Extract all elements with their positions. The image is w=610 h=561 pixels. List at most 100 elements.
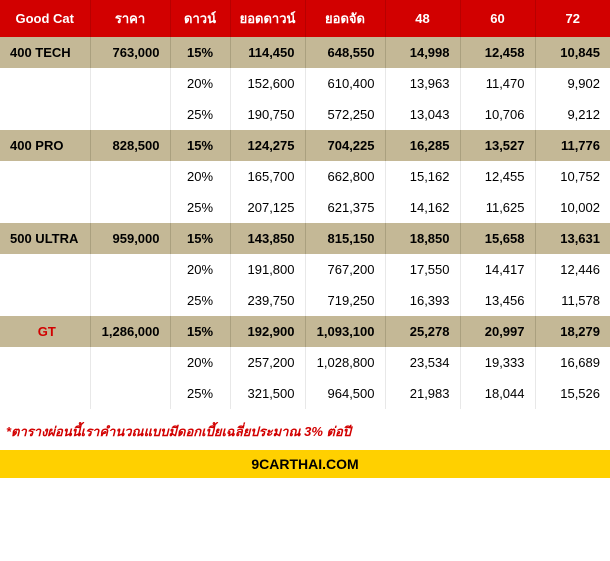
finance-amount: 704,225 (305, 130, 385, 161)
empty-cell (0, 99, 90, 130)
sub-row: 25%190,750572,25013,04310,7069,212 (0, 99, 610, 130)
pay-72: 13,631 (535, 223, 610, 254)
pay-60: 11,470 (460, 68, 535, 99)
model-price: 1,286,000 (90, 316, 170, 347)
down-pct: 15% (170, 316, 230, 347)
sub-row: 20%152,600610,40013,96311,4709,902 (0, 68, 610, 99)
empty-cell (0, 192, 90, 223)
empty-cell (0, 68, 90, 99)
finance-amount: 815,150 (305, 223, 385, 254)
empty-cell (90, 99, 170, 130)
model-name: 400 TECH (0, 37, 90, 68)
down-pct: 20% (170, 347, 230, 378)
note-text: *ตารางผ่อนนี้เราคำนวณแบบมีดอกเบี้ยเฉลี่ย… (0, 409, 610, 450)
pay-48: 21,983 (385, 378, 460, 409)
pay-72: 9,902 (535, 68, 610, 99)
finance-amount: 648,550 (305, 37, 385, 68)
down-pct: 20% (170, 68, 230, 99)
model-row: 400 PRO828,50015%124,275704,22516,28513,… (0, 130, 610, 161)
pay-48: 25,278 (385, 316, 460, 347)
model-name: 500 ULTRA (0, 223, 90, 254)
finance-table: Good Cat ราคา ดาวน์ ยอดดาวน์ ยอดจัด 48 6… (0, 0, 610, 409)
sub-row: 25%239,750719,25016,39313,45611,578 (0, 285, 610, 316)
down-pct: 15% (170, 37, 230, 68)
pay-72: 10,752 (535, 161, 610, 192)
pay-60: 12,458 (460, 37, 535, 68)
pay-60: 20,997 (460, 316, 535, 347)
sub-row: 25%207,125621,37514,16211,62510,002 (0, 192, 610, 223)
pay-60: 11,625 (460, 192, 535, 223)
down-amount: 192,900 (230, 316, 305, 347)
footer-brand: 9CARTHAI.COM (0, 450, 610, 478)
down-pct: 20% (170, 254, 230, 285)
down-amount: 152,600 (230, 68, 305, 99)
header-row: Good Cat ราคา ดาวน์ ยอดดาวน์ ยอดจัด 48 6… (0, 0, 610, 37)
finance-amount: 1,093,100 (305, 316, 385, 347)
finance-amount: 621,375 (305, 192, 385, 223)
pay-48: 23,534 (385, 347, 460, 378)
pay-48: 14,162 (385, 192, 460, 223)
empty-cell (0, 378, 90, 409)
empty-cell (90, 378, 170, 409)
pay-60: 18,044 (460, 378, 535, 409)
empty-cell (90, 68, 170, 99)
header-60: 60 (460, 0, 535, 37)
model-row: 500 ULTRA959,00015%143,850815,15018,8501… (0, 223, 610, 254)
finance-amount: 964,500 (305, 378, 385, 409)
sub-row: 25%321,500964,50021,98318,04415,526 (0, 378, 610, 409)
finance-amount: 572,250 (305, 99, 385, 130)
sub-row: 20%191,800767,20017,55014,41712,446 (0, 254, 610, 285)
pay-72: 11,578 (535, 285, 610, 316)
model-price: 959,000 (90, 223, 170, 254)
down-amount: 124,275 (230, 130, 305, 161)
down-amount: 165,700 (230, 161, 305, 192)
down-pct: 20% (170, 161, 230, 192)
finance-amount: 719,250 (305, 285, 385, 316)
model-price: 828,500 (90, 130, 170, 161)
pay-48: 15,162 (385, 161, 460, 192)
header-72: 72 (535, 0, 610, 37)
down-amount: 321,500 (230, 378, 305, 409)
empty-cell (90, 161, 170, 192)
finance-amount: 1,028,800 (305, 347, 385, 378)
pay-72: 10,845 (535, 37, 610, 68)
pay-60: 14,417 (460, 254, 535, 285)
pay-72: 11,776 (535, 130, 610, 161)
pay-48: 16,285 (385, 130, 460, 161)
empty-cell (90, 192, 170, 223)
sub-row: 20%165,700662,80015,16212,45510,752 (0, 161, 610, 192)
down-pct: 15% (170, 223, 230, 254)
header-down-amount: ยอดดาวน์ (230, 0, 305, 37)
down-pct: 25% (170, 378, 230, 409)
sub-row: 20%257,2001,028,80023,53419,33316,689 (0, 347, 610, 378)
pay-48: 16,393 (385, 285, 460, 316)
pay-72: 10,002 (535, 192, 610, 223)
header-finance: ยอดจัด (305, 0, 385, 37)
empty-cell (90, 285, 170, 316)
pay-48: 17,550 (385, 254, 460, 285)
pay-60: 15,658 (460, 223, 535, 254)
down-amount: 207,125 (230, 192, 305, 223)
model-price: 763,000 (90, 37, 170, 68)
pay-48: 18,850 (385, 223, 460, 254)
down-amount: 239,750 (230, 285, 305, 316)
pay-72: 12,446 (535, 254, 610, 285)
model-name: GT (0, 316, 90, 347)
header-48: 48 (385, 0, 460, 37)
down-amount: 114,450 (230, 37, 305, 68)
model-row: 400 TECH763,00015%114,450648,55014,99812… (0, 37, 610, 68)
empty-cell (0, 347, 90, 378)
empty-cell (90, 254, 170, 285)
down-pct: 25% (170, 192, 230, 223)
empty-cell (0, 285, 90, 316)
finance-amount: 610,400 (305, 68, 385, 99)
pay-72: 15,526 (535, 378, 610, 409)
down-amount: 257,200 (230, 347, 305, 378)
down-pct: 15% (170, 130, 230, 161)
pay-60: 13,456 (460, 285, 535, 316)
pay-72: 18,279 (535, 316, 610, 347)
down-pct: 25% (170, 99, 230, 130)
header-down: ดาวน์ (170, 0, 230, 37)
down-amount: 190,750 (230, 99, 305, 130)
pay-72: 16,689 (535, 347, 610, 378)
